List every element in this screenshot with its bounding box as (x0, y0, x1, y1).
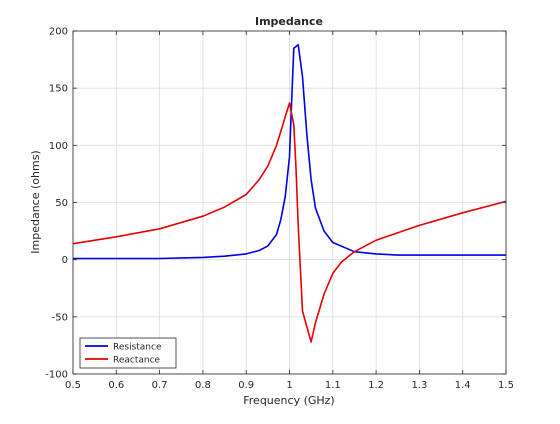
y-tick-label: 100 (49, 141, 68, 152)
legend-label-resistance: Resistance (113, 343, 162, 353)
x-tick-label: 0.9 (238, 380, 254, 391)
y-tick-label: 200 (49, 27, 68, 38)
x-tick-label: 0.6 (108, 380, 124, 391)
y-tick-label: 50 (55, 198, 68, 209)
x-tick-label: 1.5 (498, 380, 514, 391)
y-tick-label: 0 (62, 255, 68, 266)
x-tick-label: 0.7 (152, 380, 168, 391)
x-tick-label: 1.3 (411, 380, 427, 391)
x-tick-label: 0.8 (195, 380, 211, 391)
series-line-resistance (73, 43, 506, 260)
plot-area: 0.5 0.6 0.7 0.8 0.9 1 1.1 1.2 1.3 1.4 1.5 -100 -50 0 5… (45, 27, 514, 392)
legend-label-reactance: Reactance (113, 356, 161, 366)
x-axis-label: Frequency (GHz) (243, 394, 334, 407)
series-line-reactance (72, 102, 507, 343)
y-tick-label: 150 (49, 84, 68, 95)
x-tick-label: 1.2 (368, 380, 384, 391)
y-tick-label: -100 (45, 370, 68, 381)
legend-box (79, 337, 177, 369)
y-tick-label: -50 (52, 312, 68, 323)
x-tick-label: 1.1 (325, 380, 341, 391)
x-tick-label: 1.4 (455, 380, 471, 391)
legend: Resistance Reactance (79, 337, 177, 369)
x-tick-label: 0.5 (65, 380, 81, 391)
y-axis-label: Impedance (ohms) (29, 150, 42, 253)
x-tick-label: 1 (286, 380, 292, 391)
chart-title: Impedance (255, 15, 323, 28)
